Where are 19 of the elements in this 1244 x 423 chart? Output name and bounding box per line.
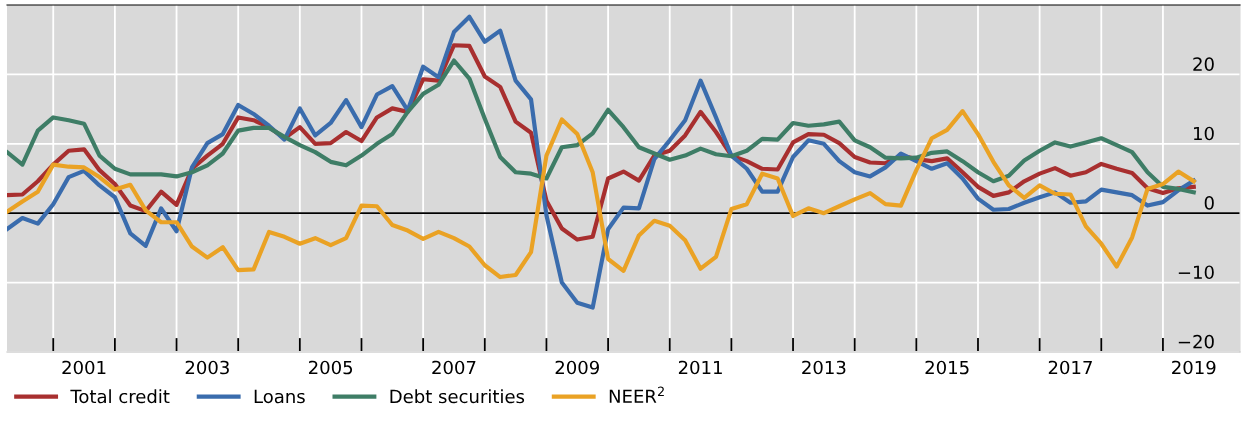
x-tick-label: 2009 [555,360,599,375]
x-tick-label: 2017 [1048,360,1092,375]
x-tick-label: 2005 [309,360,353,375]
x-tick-label: 2019 [1172,360,1216,375]
x-tick-label: 2015 [925,360,969,375]
legend-label: NEER$^{2}$ [609,386,664,403]
y-tick-label: 0 [1204,196,1214,210]
legend-label: Debt securities [390,389,525,404]
legend-label: Loans [254,389,305,404]
y-tick-label: 20 [1193,57,1214,71]
y-tick-label: −10 [1178,265,1214,280]
x-tick-label: 2003 [185,360,229,375]
y-tick-label: 10 [1194,126,1214,141]
x-tick-label: 2011 [678,360,722,375]
x-tick-label: 2007 [432,360,476,375]
x-tick-label: 2013 [802,360,846,375]
y-tick-label: −20 [1178,334,1214,349]
x-tick-label: 2001 [62,360,106,375]
legend-label: Total credit [70,389,170,404]
